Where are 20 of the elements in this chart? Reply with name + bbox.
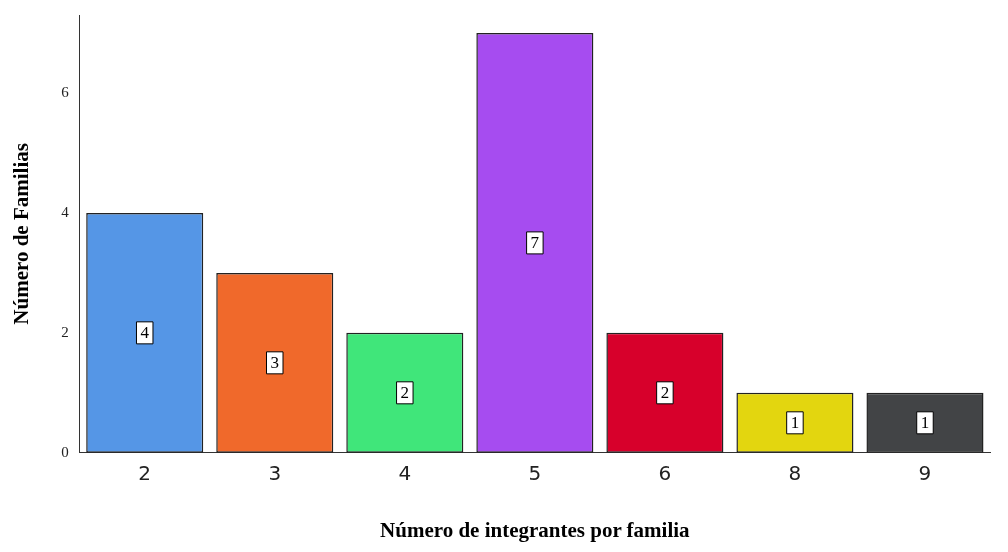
data-label: 3 [270, 353, 280, 373]
x-tick-label: 8 [788, 461, 802, 485]
data-label: 7 [530, 233, 540, 253]
x-tick-label: 5 [528, 461, 542, 485]
x-tick-label: 4 [398, 461, 412, 485]
data-label: 2 [660, 383, 670, 403]
data-label: 4 [140, 323, 150, 343]
x-axis-title: Número de integrantes por familia [380, 517, 691, 542]
y-tick-label: 4 [61, 203, 70, 220]
x-tick-label: 2 [138, 461, 152, 485]
y-tick-label: 2 [61, 323, 69, 340]
y-tick-label: 0 [61, 443, 69, 460]
y-tick-label: 6 [61, 83, 70, 100]
x-tick-label: 6 [658, 461, 672, 485]
data-label: 2 [400, 383, 410, 403]
x-tick-label: 9 [918, 461, 932, 485]
data-label: 1 [920, 413, 930, 433]
data-label: 1 [790, 413, 800, 433]
x-tick-label: 3 [268, 461, 282, 485]
y-axis-title: Número de Familias [9, 143, 34, 325]
